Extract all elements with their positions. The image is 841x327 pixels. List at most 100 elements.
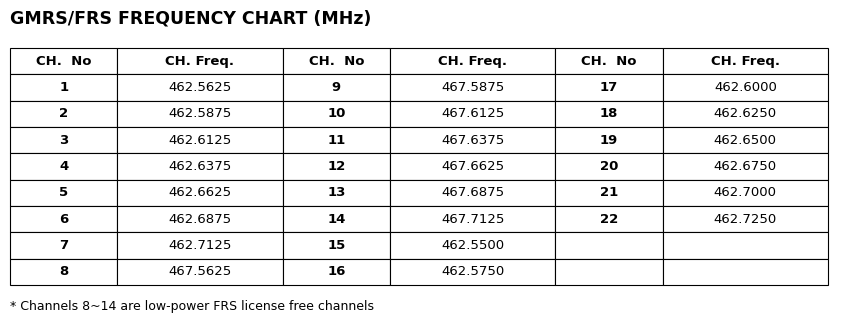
Bar [390, 74, 555, 101]
Bar [555, 101, 663, 127]
Text: 8: 8 [59, 265, 68, 278]
Bar [663, 206, 828, 232]
Bar [10, 48, 117, 74]
Text: 7: 7 [59, 239, 68, 252]
Bar [117, 153, 283, 180]
Bar [283, 153, 390, 180]
Bar [117, 259, 283, 285]
Bar [663, 74, 828, 101]
Text: 9: 9 [331, 81, 341, 94]
Bar [390, 127, 555, 153]
Text: 462.6375: 462.6375 [168, 160, 231, 173]
Text: 462.6750: 462.6750 [714, 160, 777, 173]
Text: 462.5750: 462.5750 [441, 265, 505, 278]
Text: 467.5875: 467.5875 [441, 81, 505, 94]
Bar [663, 101, 828, 127]
Text: 11: 11 [327, 134, 346, 147]
Text: 467.6625: 467.6625 [441, 160, 505, 173]
Bar [117, 48, 283, 74]
Text: 462.7125: 462.7125 [168, 239, 231, 252]
Bar [283, 101, 390, 127]
Bar [555, 74, 663, 101]
Text: 18: 18 [600, 107, 618, 120]
Text: 467.6375: 467.6375 [441, 134, 505, 147]
Bar [10, 180, 117, 206]
Bar [555, 206, 663, 232]
Bar [555, 232, 663, 259]
Bar [663, 48, 828, 74]
Text: 467.6875: 467.6875 [441, 186, 505, 199]
Text: 14: 14 [327, 213, 346, 226]
Bar [117, 74, 283, 101]
Text: 22: 22 [600, 213, 618, 226]
Bar [663, 180, 828, 206]
Bar [390, 232, 555, 259]
Bar [117, 127, 283, 153]
Text: 5: 5 [59, 186, 68, 199]
Bar [390, 48, 555, 74]
Text: 462.6125: 462.6125 [168, 134, 231, 147]
Text: 462.5625: 462.5625 [168, 81, 231, 94]
Bar [10, 232, 117, 259]
Text: 462.5500: 462.5500 [441, 239, 505, 252]
Text: 17: 17 [600, 81, 618, 94]
Bar [555, 127, 663, 153]
Text: GMRS/FRS FREQUENCY CHART (MHz): GMRS/FRS FREQUENCY CHART (MHz) [10, 10, 372, 28]
Bar [10, 74, 117, 101]
Text: 462.5875: 462.5875 [168, 107, 231, 120]
Bar [663, 232, 828, 259]
Text: 462.6000: 462.6000 [714, 81, 777, 94]
Text: 462.6250: 462.6250 [714, 107, 777, 120]
Text: 1: 1 [59, 81, 68, 94]
Bar [10, 127, 117, 153]
Bar [10, 259, 117, 285]
Bar [555, 153, 663, 180]
Text: CH. Freq.: CH. Freq. [711, 55, 780, 68]
Bar [283, 232, 390, 259]
Bar [283, 259, 390, 285]
Text: 2: 2 [59, 107, 68, 120]
Bar [555, 259, 663, 285]
Text: 462.6500: 462.6500 [714, 134, 777, 147]
Text: CH.  No: CH. No [581, 55, 637, 68]
Bar [663, 153, 828, 180]
Text: CH.  No: CH. No [309, 55, 364, 68]
Bar [283, 206, 390, 232]
Bar [283, 127, 390, 153]
Bar [390, 180, 555, 206]
Bar [117, 232, 283, 259]
Text: 19: 19 [600, 134, 618, 147]
Text: 16: 16 [327, 265, 346, 278]
Text: 4: 4 [59, 160, 68, 173]
Text: CH. Freq.: CH. Freq. [438, 55, 507, 68]
Bar [10, 101, 117, 127]
Text: CH.  No: CH. No [36, 55, 92, 68]
Text: 462.7000: 462.7000 [714, 186, 777, 199]
Text: 3: 3 [59, 134, 68, 147]
Bar [663, 259, 828, 285]
Bar [390, 101, 555, 127]
Bar [663, 127, 828, 153]
Bar [10, 206, 117, 232]
Bar [390, 206, 555, 232]
Text: 462.6625: 462.6625 [168, 186, 231, 199]
Text: 21: 21 [600, 186, 618, 199]
Text: 467.7125: 467.7125 [441, 213, 505, 226]
Bar [283, 48, 390, 74]
Text: * Channels 8~14 are low-power FRS license free channels: * Channels 8~14 are low-power FRS licens… [10, 300, 374, 313]
Bar [117, 180, 283, 206]
Text: 462.6875: 462.6875 [168, 213, 231, 226]
Bar [117, 101, 283, 127]
Text: 6: 6 [59, 213, 68, 226]
Bar [283, 180, 390, 206]
Bar [555, 48, 663, 74]
Bar [390, 153, 555, 180]
Bar [283, 74, 390, 101]
Bar [117, 206, 283, 232]
Text: CH. Freq.: CH. Freq. [166, 55, 235, 68]
Text: 15: 15 [327, 239, 346, 252]
Bar [390, 259, 555, 285]
Text: 13: 13 [327, 186, 346, 199]
Text: 467.5625: 467.5625 [168, 265, 231, 278]
Text: 20: 20 [600, 160, 618, 173]
